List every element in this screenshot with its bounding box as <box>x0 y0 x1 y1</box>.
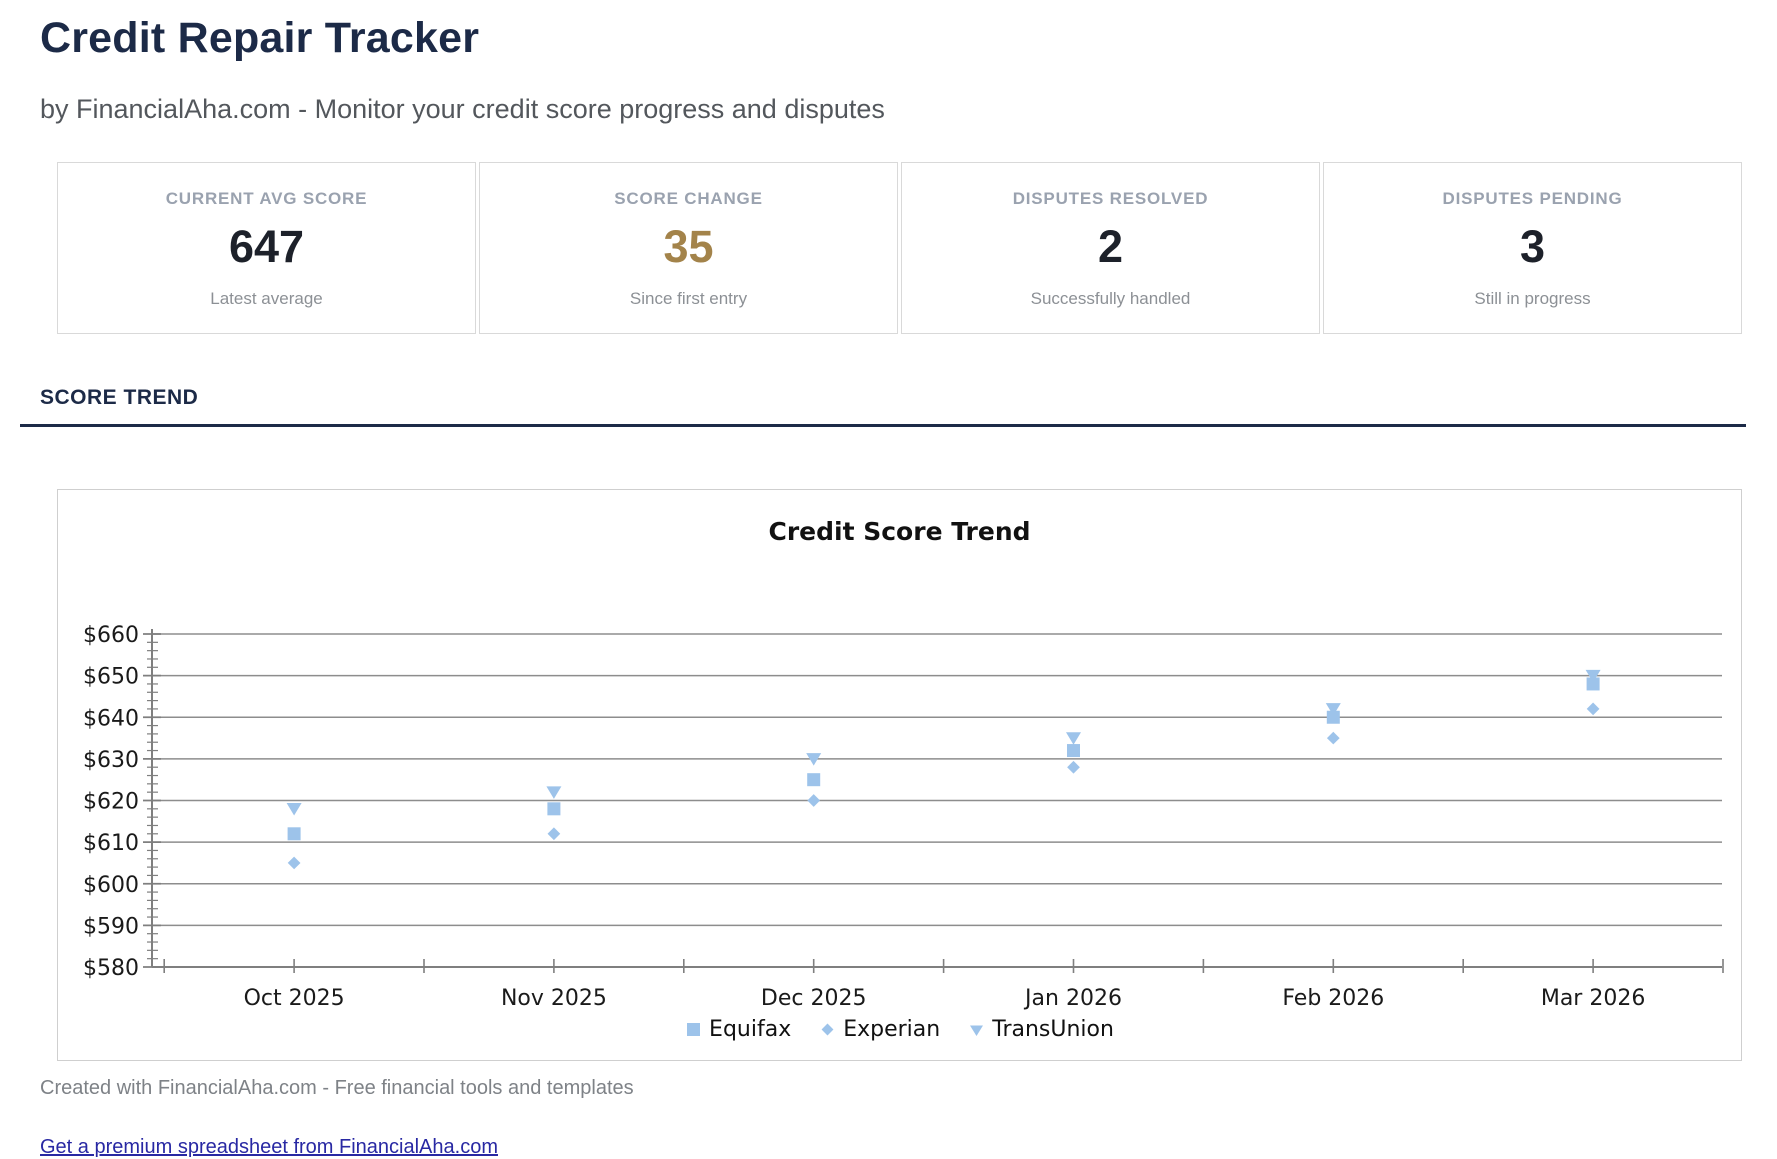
data-point-triangle-down <box>1585 669 1601 683</box>
page-title: Credit Repair Tracker <box>40 14 480 62</box>
x-axis-label: Dec 2025 <box>761 986 867 1011</box>
data-point-square <box>287 827 301 841</box>
data-point-square <box>547 802 561 816</box>
data-point-square <box>1586 677 1600 691</box>
legend-item-experian: Experian <box>819 1017 940 1042</box>
section-title-score-trend: SCORE TREND <box>40 386 199 409</box>
data-point-triangle-down <box>1066 732 1081 745</box>
y-axis-label: $640 <box>83 706 139 731</box>
stat-card-score-change: SCORE CHANGE 35 Since first entry <box>479 162 898 334</box>
data-point-diamond <box>1586 702 1600 716</box>
data-point-diamond <box>1326 731 1340 745</box>
stat-sublabel: Successfully handled <box>1030 289 1191 308</box>
stat-sublabel: Latest average <box>210 289 323 308</box>
x-axis-label: Jan 2026 <box>1023 986 1122 1011</box>
x-axis-label: Oct 2025 <box>244 986 345 1011</box>
stat-value: 35 <box>663 221 714 272</box>
score-trend-chart-card: Credit Score Trend $580 $590 $600 $610 $620 $… <box>57 489 1742 1061</box>
legend-diamond-icon <box>821 1023 834 1035</box>
x-axis-label: Feb 2026 <box>1282 986 1384 1011</box>
stat-value: 3 <box>1519 221 1546 272</box>
stat-sublabel: Since first entry <box>629 289 748 308</box>
section-divider <box>20 424 1746 427</box>
data-point-diamond <box>1067 760 1080 774</box>
stat-value: 2 <box>1097 221 1124 272</box>
legend-triangle-down-icon <box>970 1025 984 1036</box>
data-point-diamond <box>807 794 821 807</box>
y-axis-label: $630 <box>83 748 139 773</box>
y-axis-label: $600 <box>83 873 139 898</box>
chart-legend: Equifax Experian TransUnion <box>58 1014 1741 1044</box>
page-subtitle: by FinancialAha.com - Monitor your credi… <box>40 94 885 124</box>
data-point-square <box>1067 744 1080 758</box>
legend-item-transunion: TransUnion <box>968 1017 1114 1042</box>
stat-sublabel: Still in progress <box>1474 289 1591 308</box>
data-point-triangle-down <box>806 753 822 766</box>
score-trend-chart: $580 $590 $600 $610 $620 $630 $640 $650 $660 Oct … <box>83 623 1724 1011</box>
data-point-triangle-down <box>1325 703 1341 716</box>
stat-label: DISPUTES PENDING <box>1442 189 1623 208</box>
data-point-square <box>1326 710 1340 724</box>
data-point-diamond <box>287 856 301 870</box>
stat-card-disputes-pending: DISPUTES PENDING 3 Still in progress <box>1323 162 1742 334</box>
x-axis-label: Nov 2025 <box>501 986 607 1011</box>
legend-item-equifax: Equifax <box>685 1017 791 1042</box>
y-axis-label: $650 <box>83 665 139 690</box>
footer-credit: Created with FinancialAha.com - Free fin… <box>40 1077 634 1099</box>
y-axis-label: $610 <box>83 831 139 856</box>
stat-label: SCORE CHANGE <box>614 189 763 208</box>
y-axis-label: $590 <box>83 914 139 939</box>
legend-label: Experian <box>843 1016 941 1042</box>
legend-square-icon <box>687 1022 701 1036</box>
stats-row: CURRENT AVG SCORE 647 Latest average SCO… <box>57 162 1742 334</box>
y-axis-label: $660 <box>83 623 139 648</box>
chart-title: Credit Score Trend <box>768 517 1031 546</box>
legend-label: Equifax <box>709 1016 792 1042</box>
data-point-triangle-down <box>286 803 302 816</box>
stat-card-disputes-resolved: DISPUTES RESOLVED 2 Successfully handled <box>901 162 1320 334</box>
data-point-diamond <box>547 827 561 841</box>
data-point-square <box>807 773 821 787</box>
premium-spreadsheet-link[interactable]: Get a premium spreadsheet from Financial… <box>40 1136 498 1158</box>
stat-label: CURRENT AVG SCORE <box>165 189 368 208</box>
stat-label: DISPUTES RESOLVED <box>1012 189 1209 208</box>
data-point-triangle-down <box>546 786 562 799</box>
legend-label: TransUnion <box>992 1016 1114 1042</box>
stat-value: 647 <box>228 221 305 272</box>
x-axis-label: Mar 2026 <box>1541 986 1646 1011</box>
stat-card-current-avg-score: CURRENT AVG SCORE 647 Latest average <box>57 162 476 334</box>
y-axis-label: $620 <box>83 790 139 815</box>
y-axis-label: $580 <box>83 956 139 981</box>
